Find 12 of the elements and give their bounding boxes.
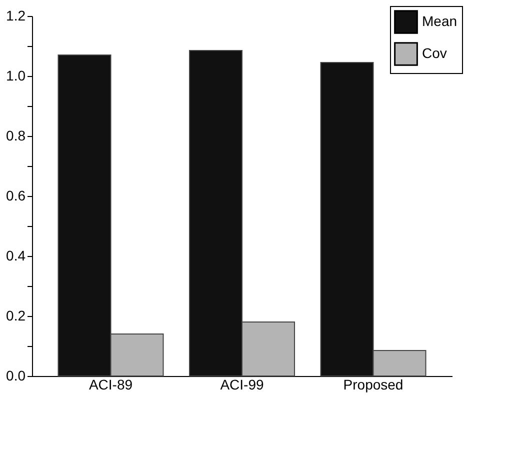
y-tick-label: 0.0 (6, 368, 26, 384)
y-tick-label: 0.2 (6, 308, 26, 324)
x-tick-label: ACI-99 (220, 376, 264, 392)
y-tick-label: 0.6 (6, 188, 26, 204)
x-tick-label: ACI-89 (88, 376, 133, 392)
legend-label: Cov (422, 45, 447, 61)
y-tick-label: 0.4 (6, 248, 26, 264)
x-tick-label: Proposed (343, 376, 404, 392)
y-tick-label: 0.8 (6, 128, 26, 144)
y-tick-label: 1.0 (6, 68, 26, 84)
y-tick-label: 1.2 (6, 8, 26, 24)
legend-label: Mean (422, 13, 458, 29)
